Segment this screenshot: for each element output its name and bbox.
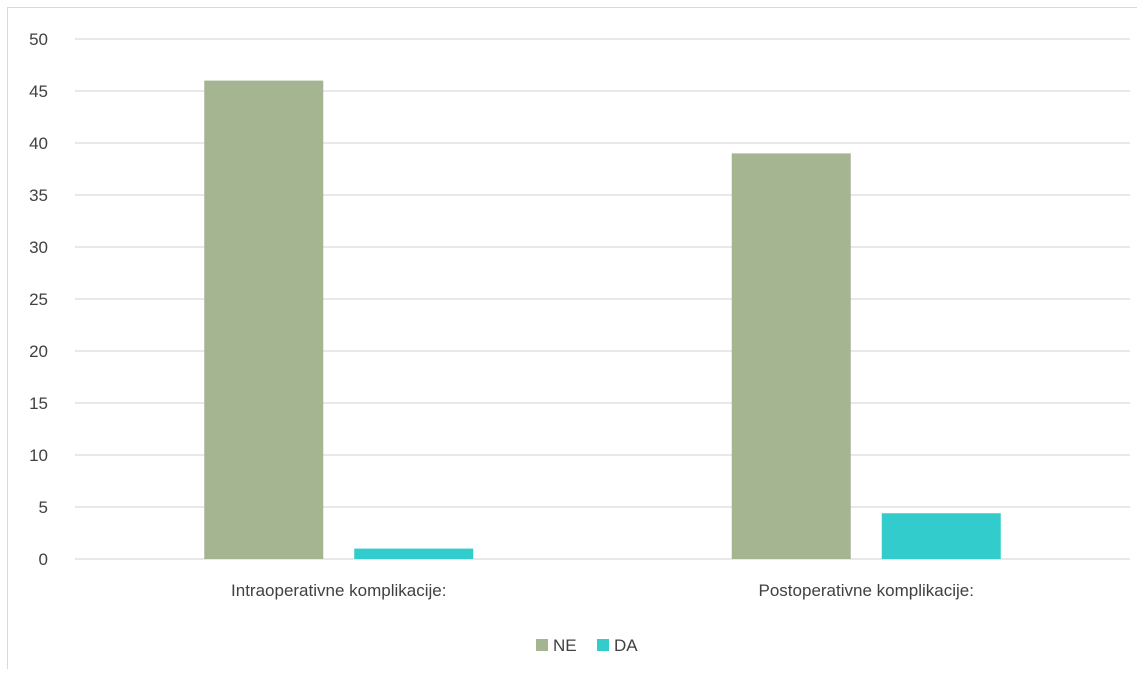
bars	[204, 80, 1001, 559]
legend-label-da: DA	[614, 636, 638, 655]
bar-da-1	[354, 548, 474, 559]
bar-ne-1	[204, 80, 324, 559]
y-tick-label: 0	[39, 550, 48, 569]
legend: NE DA	[536, 636, 638, 655]
y-tick-label: 10	[29, 446, 48, 465]
bar-ne-2	[731, 153, 851, 559]
y-axis-tick-labels: 0 5 10 15 20 25 30 35 40 45 50	[29, 30, 48, 569]
category-label: Intraoperativne komplikacije:	[231, 581, 446, 600]
chart-frame	[7, 7, 1137, 669]
x-axis-category-labels: Intraoperativne komplikacije: Postoperati…	[231, 581, 974, 600]
y-tick-label: 25	[29, 290, 48, 309]
y-tick-label: 45	[29, 82, 48, 101]
legend-label-ne: NE	[553, 636, 577, 655]
y-tick-label: 15	[29, 394, 48, 413]
legend-swatch-da	[597, 639, 609, 651]
y-tick-label: 20	[29, 342, 48, 361]
y-tick-label: 50	[29, 30, 48, 49]
bar-da-2	[881, 513, 1001, 559]
category-label: Postoperativne komplikacije:	[759, 581, 974, 600]
y-tick-label: 40	[29, 134, 48, 153]
y-tick-label: 30	[29, 238, 48, 257]
legend-swatch-ne	[536, 639, 548, 651]
y-tick-label: 35	[29, 186, 48, 205]
y-tick-label: 5	[39, 498, 48, 517]
